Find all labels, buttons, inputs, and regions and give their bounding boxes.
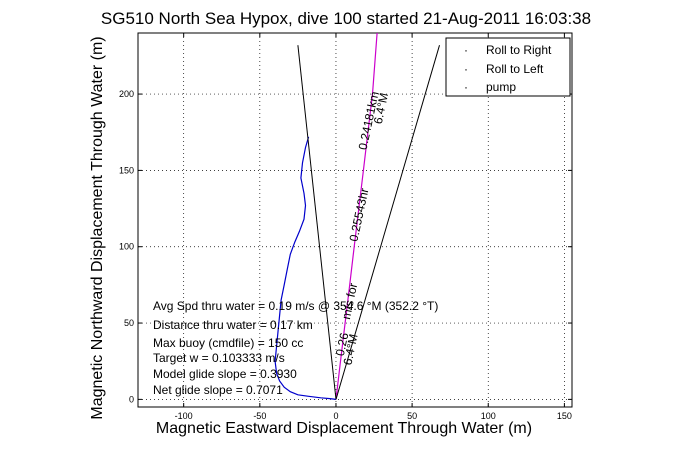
series-line-0 (274, 136, 337, 400)
legend-label-pump: pump (486, 80, 516, 94)
series-line-3 (335, 45, 440, 400)
x-tick-label: 0 (333, 411, 338, 421)
x-tick-label: 100 (481, 411, 496, 421)
legend-box (445, 37, 571, 97)
stat-distance: Distance thru water = 0.17 km (153, 318, 313, 332)
x-tick-labels: -100 -50 0 50 100 150 (175, 411, 572, 421)
y-tick-label: 150 (119, 165, 134, 175)
legend-label-roll-right: Roll to Right (486, 43, 552, 57)
y-tick-label: 50 (124, 318, 134, 328)
x-tick-label: -100 (175, 411, 193, 421)
stat-target-w: Target w = 0.103333 m/s (153, 351, 285, 365)
y-tick-labels: 0 50 100 150 200 (119, 89, 134, 404)
tick-marks (138, 33, 572, 407)
stat-max-buoy: Max buoy (cmdfile) = 150 cc (153, 336, 303, 350)
x-axis-label: Magnetic Eastward Displacement Through W… (156, 420, 532, 437)
chart-title: SG510 North Sea Hypox, dive 100 started … (101, 9, 591, 28)
x-tick-label: 150 (557, 411, 572, 421)
series-line-1 (335, 32, 378, 400)
annotation-heading-top: 6.4°M (371, 92, 391, 126)
stat-model-glide: Model glide slope = 0.3930 (153, 367, 297, 381)
x-tick-label: -50 (253, 411, 266, 421)
x-tick-label: 50 (407, 411, 417, 421)
series-group (274, 32, 440, 400)
y-tick-label: 200 (119, 89, 134, 99)
legend: · Roll to Right · Roll to Left · pump (445, 37, 571, 97)
legend-marker-roll-right: · (464, 43, 468, 57)
legend-marker-roll-left: · (464, 62, 468, 76)
legend-label-roll-left: Roll to Left (486, 62, 544, 76)
stat-avg-speed: Avg Spd thru water = 0.19 m/s @ 354.6 °M… (153, 299, 438, 313)
stat-net-glide: Net glide slope = 0.7071 (153, 383, 283, 397)
legend-marker-pump: · (464, 80, 468, 94)
annotation-speed: 0.26 (333, 331, 352, 357)
y-axis-label: Magnetic Northward Displacement Through … (89, 36, 106, 419)
grid (138, 33, 572, 407)
series-line-2 (297, 45, 337, 400)
y-tick-label: 100 (119, 242, 134, 252)
stats-block: Avg Spd thru water = 0.19 m/s @ 354.6 °M… (153, 299, 438, 397)
annotation-heading-bottom: 6.4°M (340, 333, 360, 367)
y-tick-label: 0 (129, 394, 134, 404)
